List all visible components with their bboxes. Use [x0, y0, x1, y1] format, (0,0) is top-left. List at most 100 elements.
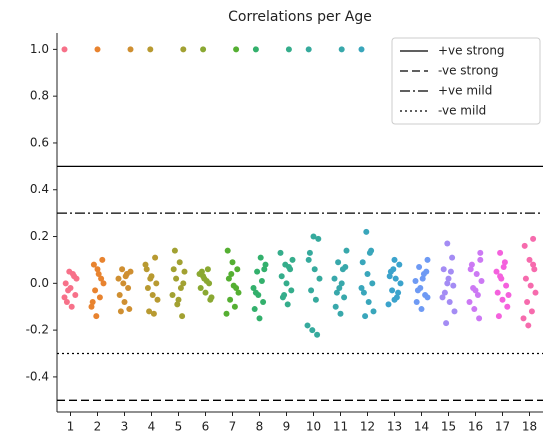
point [154, 296, 161, 303]
y-tick-label: 0.6 [30, 135, 49, 149]
point [423, 268, 430, 275]
point [531, 266, 538, 273]
point [150, 310, 157, 317]
point [288, 287, 295, 294]
point [391, 296, 398, 303]
point [419, 275, 426, 282]
x-tick-label: 17 [495, 420, 510, 434]
point [258, 277, 265, 284]
point [332, 303, 339, 310]
y-tick-label: -0.2 [26, 323, 49, 337]
point [126, 306, 133, 313]
point [176, 259, 183, 266]
point [68, 303, 75, 310]
point [333, 289, 340, 296]
point [445, 275, 452, 282]
x-tick-label: 18 [522, 420, 537, 434]
point [90, 261, 97, 268]
y-tick-label: 1.0 [30, 42, 49, 56]
point [532, 289, 539, 296]
point [331, 275, 338, 282]
point [224, 247, 231, 254]
point [143, 266, 150, 273]
point [526, 256, 533, 263]
point [95, 270, 102, 277]
point [447, 268, 454, 275]
point [127, 46, 134, 53]
point [116, 292, 123, 299]
point [505, 292, 512, 299]
point [285, 46, 292, 53]
point [316, 275, 323, 282]
point [234, 266, 241, 273]
point [99, 256, 106, 263]
x-tick-label: 4 [148, 420, 156, 434]
point [358, 46, 365, 53]
x-tick-label: 2 [94, 420, 102, 434]
point [501, 259, 508, 266]
x-tick-label: 12 [360, 420, 375, 434]
point [444, 240, 451, 247]
point [127, 268, 134, 275]
point [88, 303, 95, 310]
point [467, 266, 474, 273]
point [363, 228, 370, 235]
point [530, 261, 537, 268]
point [115, 275, 122, 282]
point [121, 299, 128, 306]
point [278, 273, 285, 280]
x-tick-label: 9 [283, 420, 291, 434]
point [94, 46, 101, 53]
point [61, 294, 68, 301]
point [366, 249, 373, 256]
point [204, 266, 211, 273]
point [524, 299, 531, 306]
point [338, 46, 345, 53]
point [520, 315, 527, 322]
point [499, 296, 506, 303]
point [312, 296, 319, 303]
point [450, 282, 457, 289]
point [180, 46, 187, 53]
point [337, 310, 344, 317]
point [338, 280, 345, 287]
point [493, 268, 500, 275]
point [478, 277, 485, 284]
x-tick-label: 10 [306, 420, 321, 434]
legend-label: +ve strong [438, 44, 505, 58]
point [473, 270, 480, 277]
point [73, 275, 80, 282]
point [119, 266, 126, 273]
point [494, 289, 501, 296]
legend-box [391, 37, 541, 125]
point [362, 313, 369, 320]
point [306, 249, 313, 256]
point [424, 294, 431, 301]
point [147, 46, 154, 53]
x-tick-label: 16 [468, 420, 483, 434]
point [144, 285, 151, 292]
point [65, 287, 72, 294]
point [277, 249, 284, 256]
point [308, 287, 315, 294]
point [152, 254, 159, 261]
point [504, 303, 511, 310]
point [476, 315, 483, 322]
point [203, 277, 210, 284]
point [96, 294, 103, 301]
point [365, 299, 372, 306]
point [61, 46, 68, 53]
point [149, 292, 156, 299]
y-tick-label: 0.0 [30, 276, 49, 290]
point [72, 292, 79, 299]
point [364, 270, 371, 277]
point [174, 301, 181, 308]
point [261, 266, 268, 273]
point [443, 320, 450, 327]
legend-label: -ve mild [438, 104, 486, 118]
point [395, 289, 402, 296]
point [146, 308, 153, 315]
point [69, 270, 76, 277]
point [233, 285, 240, 292]
